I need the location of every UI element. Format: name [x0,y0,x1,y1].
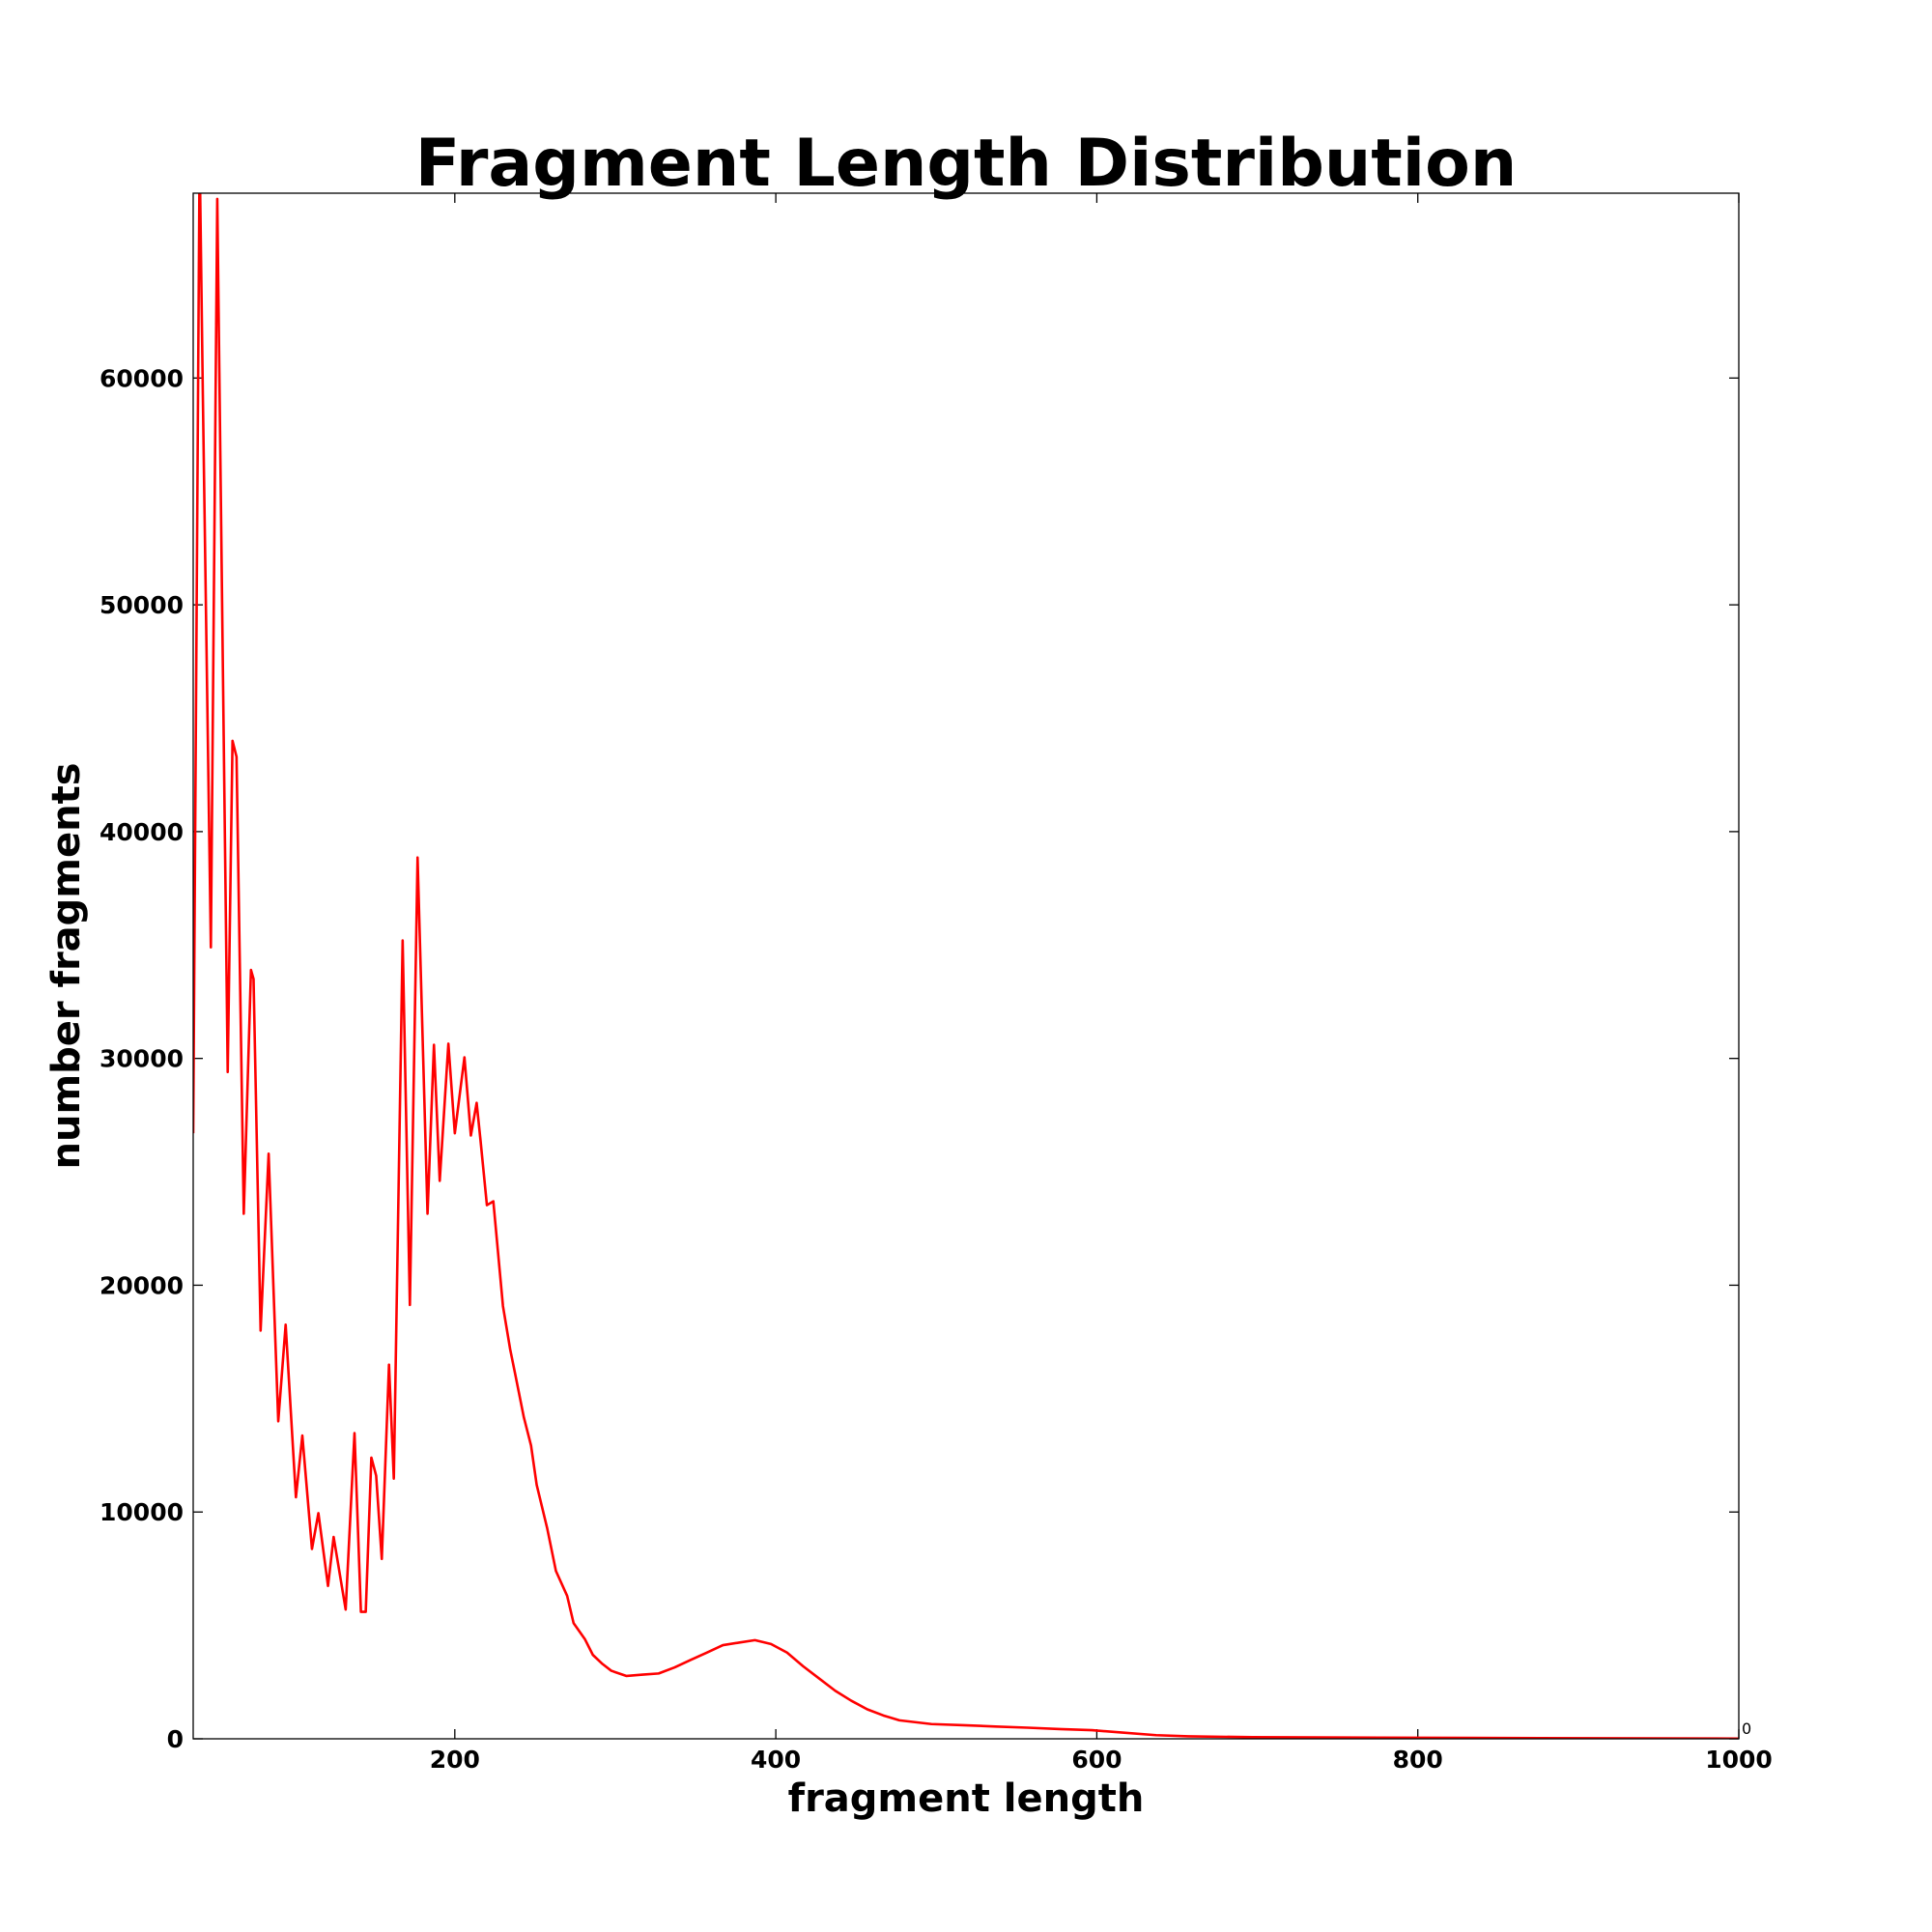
y-tick-label: 0 [167,1725,184,1753]
x-tick-label: 400 [751,1746,801,1774]
plot-frame [192,192,1740,1740]
y-tick-label: 30000 [99,1045,184,1073]
y-tick-label: 40000 [99,818,184,846]
x-tick-label: 800 [1393,1746,1443,1774]
x-tick-label: 600 [1071,1746,1122,1774]
data-line [193,193,1739,1739]
chart-title: Fragment Length Distribution [415,126,1518,202]
x-tick-label: 1000 [1705,1746,1773,1774]
y-tick-label: 20000 [99,1271,184,1299]
plot-area [193,193,1739,1739]
x-axis-label: fragment length [788,1776,1145,1821]
y-tick-label: 10000 [99,1498,184,1526]
annotation: 0 [1742,1719,1751,1738]
y-tick-label: 60000 [99,364,184,392]
y-axis-label: number fragments [44,762,89,1169]
y-tick-label: 50000 [99,591,184,619]
x-tick-label: 200 [430,1746,480,1774]
